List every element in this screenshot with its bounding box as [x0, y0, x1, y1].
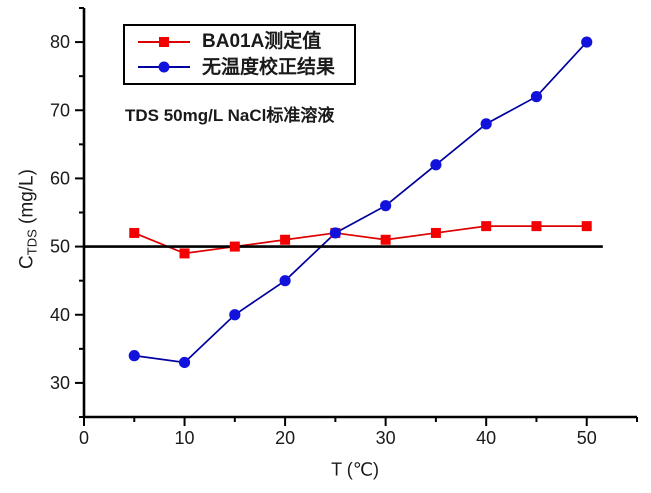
y-tick-label: 70 — [50, 100, 70, 120]
legend: BA01A测定值 无温度校正结果 — [123, 24, 356, 85]
legend-item-uncorrected: 无温度校正结果 — [138, 58, 354, 77]
x-tick-label: 0 — [79, 428, 89, 448]
legend-item-measured: BA01A测定值 — [138, 32, 354, 51]
y-axis-title-rest: (mg/L) — [16, 169, 38, 230]
y-tick-label: 40 — [50, 305, 70, 325]
x-tick-label: 20 — [275, 428, 295, 448]
legend-sample-blue — [138, 60, 190, 74]
data-point-red — [430, 227, 441, 238]
y-tick-label: 80 — [50, 32, 70, 52]
data-point-blue — [530, 91, 543, 103]
x-tick-label: 10 — [175, 428, 195, 448]
annotation-text: TDS 50mg/L NaCl标准溶液 — [125, 106, 335, 125]
y-axis-title: CTDS (mg/L) — [17, 169, 40, 269]
x-tick-label: 30 — [376, 428, 396, 448]
x-tick-label: 50 — [577, 428, 597, 448]
data-point-red — [129, 227, 140, 238]
data-point-blue — [430, 159, 442, 171]
data-point-red — [179, 248, 190, 259]
data-point-blue — [329, 227, 341, 239]
legend-label-measured: BA01A测定值 — [202, 31, 322, 53]
blue-circle-marker-icon — [158, 61, 170, 73]
data-point-blue — [128, 350, 140, 362]
series-line-red — [133, 225, 587, 255]
data-point-blue — [229, 309, 241, 321]
y-axis-title-main: C — [16, 255, 38, 269]
series-line-blue — [134, 41, 588, 364]
y-tick-label: 30 — [50, 373, 70, 393]
data-point-blue — [380, 200, 392, 212]
y-tick-label: 50 — [50, 237, 70, 257]
data-point-red — [229, 241, 240, 252]
y-axis-title-sub: TDS — [24, 229, 40, 256]
y-tick-label: 60 — [50, 168, 70, 188]
data-point-blue — [581, 36, 593, 48]
data-point-red — [531, 221, 542, 232]
data-point-red — [380, 234, 391, 245]
data-point-blue — [480, 118, 492, 130]
data-point-blue — [279, 275, 291, 287]
x-tick-label: 40 — [476, 428, 496, 448]
legend-sample-red — [138, 35, 190, 49]
data-point-red — [481, 221, 492, 232]
data-point-red — [280, 234, 291, 245]
x-axis-title: T (℃) — [331, 459, 379, 480]
data-point-red — [581, 221, 592, 232]
data-point-blue — [178, 356, 191, 369]
legend-label-uncorrected: 无温度校正结果 — [202, 56, 336, 78]
red-square-marker-icon — [159, 36, 169, 47]
